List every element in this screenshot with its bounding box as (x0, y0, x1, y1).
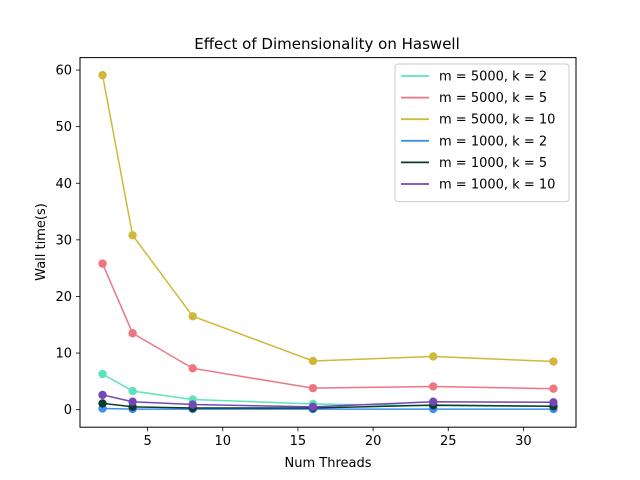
data-point (98, 399, 107, 408)
x-tick-label: 10 (215, 434, 232, 449)
data-point (188, 312, 197, 321)
data-point (98, 390, 107, 400)
series-3 (98, 70, 558, 366)
data-point (308, 402, 318, 412)
data-point (98, 369, 107, 379)
data-point (188, 364, 197, 373)
data-point (128, 329, 137, 338)
y-tick-label: 60 (55, 64, 72, 79)
plot-frame (79, 57, 577, 428)
legend-label: m = 5000, k = 2 (439, 70, 547, 85)
legend-box (394, 63, 570, 203)
series-line (102, 402, 554, 409)
data-point (98, 259, 107, 268)
y-tick-label: 50 (55, 120, 72, 135)
series-line (102, 407, 554, 410)
legend-entry: m = 1000, k = 10 (401, 178, 555, 193)
series-2 (98, 259, 558, 393)
series-line (101, 75, 554, 363)
data-point (429, 397, 438, 406)
data-point (128, 231, 137, 240)
data-point (308, 356, 318, 366)
legend-entry: m = 5000, k = 5 (401, 91, 547, 106)
series-line (102, 394, 554, 408)
y-tick-label: 0 (64, 403, 72, 418)
x-tick-label: 5 (143, 434, 151, 449)
data-point (549, 384, 558, 393)
series-6 (98, 390, 558, 412)
x-axis-label: Num Threads (285, 456, 372, 471)
x-tick-label: 15 (290, 434, 307, 449)
data-point (128, 386, 137, 396)
data-point (98, 70, 107, 80)
series-line (101, 263, 554, 390)
y-axis-label: Wall time(s) (34, 203, 49, 281)
y-tick-label: 40 (55, 177, 72, 192)
data-point (549, 357, 558, 366)
legend-label: m = 1000, k = 2 (439, 134, 547, 149)
legend-label: m = 5000, k = 5 (439, 91, 547, 106)
plot-area (98, 70, 558, 414)
x-tick-label: 30 (515, 434, 532, 449)
legend-entry: m = 5000, k = 2 (401, 70, 547, 85)
legend: m = 5000, k = 2 m = 5000, k = 5 m = 5000, … (394, 63, 570, 203)
data-point (308, 383, 318, 393)
legend-label: m = 1000, k = 5 (439, 156, 547, 171)
x-tick-label: 20 (365, 434, 382, 449)
legend-entry: m = 5000, k = 10 (401, 113, 555, 128)
y-tick-label: 20 (55, 290, 72, 305)
series-1 (98, 369, 558, 411)
legend-label: m = 1000, k = 10 (439, 178, 555, 193)
y-tick-label: 10 (55, 347, 72, 362)
y-axis: 0 10 20 30 40 50 60 (55, 64, 80, 418)
data-point (188, 400, 197, 409)
data-point (429, 352, 438, 361)
legend-entry: m = 1000, k = 2 (401, 134, 547, 149)
data-point (549, 398, 558, 407)
legend-label: m = 5000, k = 10 (439, 113, 555, 128)
data-point (128, 397, 137, 406)
data-point (429, 382, 438, 391)
chart-title: Effect of Dimensionality on Haswell (194, 35, 460, 53)
legend-entry: m = 1000, k = 5 (401, 156, 547, 171)
y-tick-label: 30 (55, 233, 72, 248)
x-tick-label: 25 (440, 434, 457, 449)
x-axis: 5 10 15 20 25 30 (143, 427, 532, 449)
